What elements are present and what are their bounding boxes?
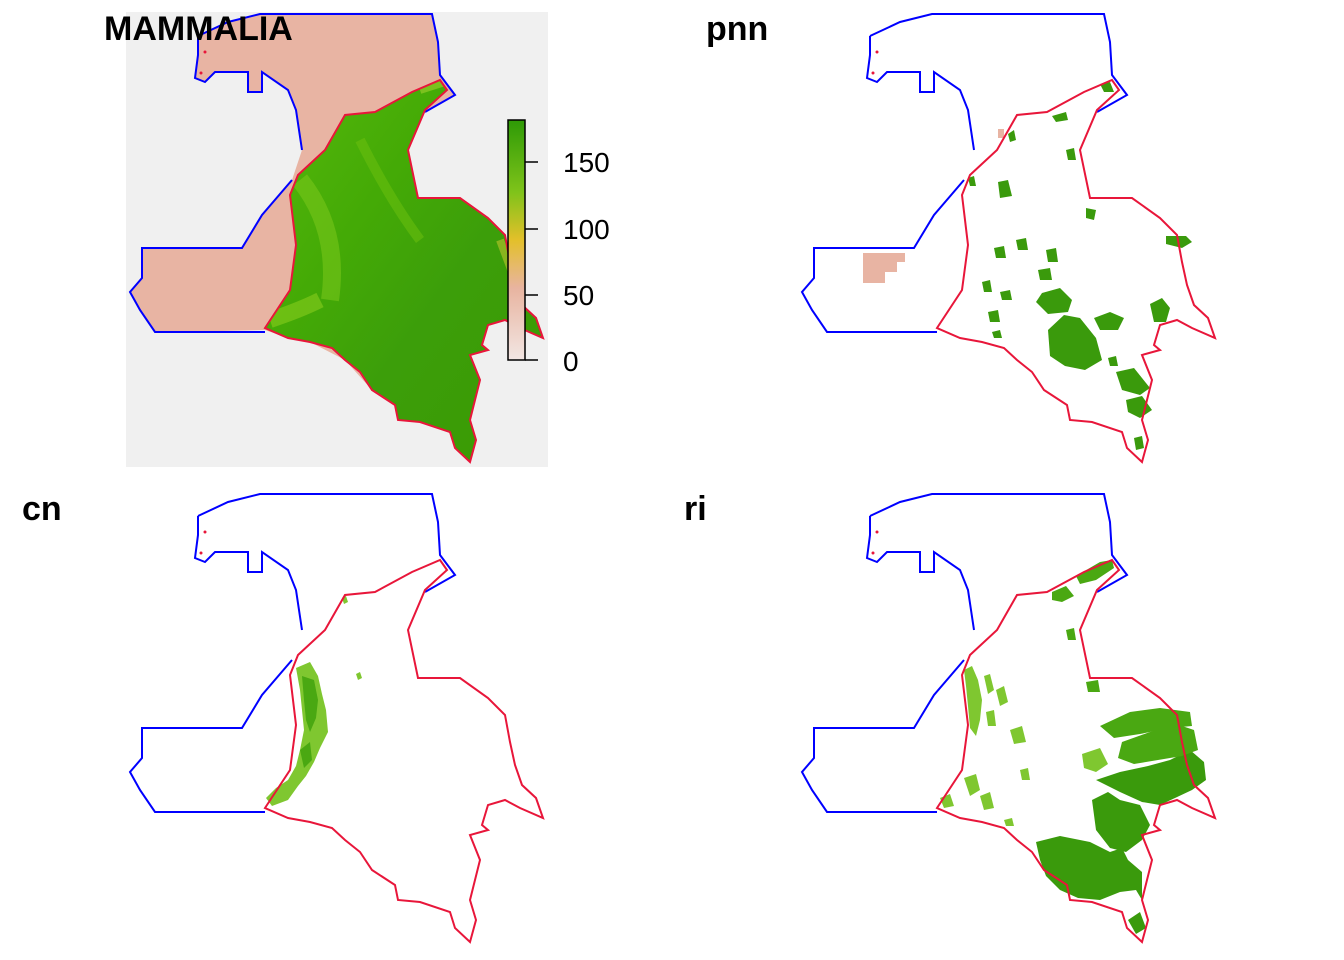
map-panel-cn: cn [0,480,672,960]
legend-tick-0: 0 [563,346,579,377]
ri-map [800,493,1217,944]
indigenous-reserves [940,560,1206,934]
legend-tick-150: 150 [563,147,610,178]
richness-texture [267,80,519,328]
country-boundary [935,78,1217,464]
country-boundary [263,78,545,464]
protected-areas [968,82,1192,450]
country-boundary [263,558,545,944]
map-panel-ri: ri [672,480,1344,960]
country-boundary [935,558,1217,944]
outer-boundary [800,493,1129,813]
legend-tick-100: 100 [563,214,610,245]
map-panel-mammalia: 150 100 50 0 MAMMALIA [0,0,672,480]
legend-tick-50: 50 [563,280,594,311]
panel-title: pnn [706,10,769,48]
panel-title: ri [684,490,707,528]
cn-map [128,493,545,944]
panel-title: MAMMALIA [104,10,293,48]
community-areas [266,596,362,806]
pnn-map [800,13,1217,464]
outer-boundary [128,493,457,813]
color-legend: 150 100 50 0 [507,119,610,377]
raster-square [863,253,905,283]
outer-boundary [128,13,457,333]
richness-raster [265,80,543,462]
panel-title: cn [22,490,62,528]
legend-colorbar [507,119,526,361]
map-panel-pnn: pnn [672,0,1344,480]
outer-boundary [800,13,1129,333]
mammalia-map: 150 100 50 0 [126,12,610,467]
